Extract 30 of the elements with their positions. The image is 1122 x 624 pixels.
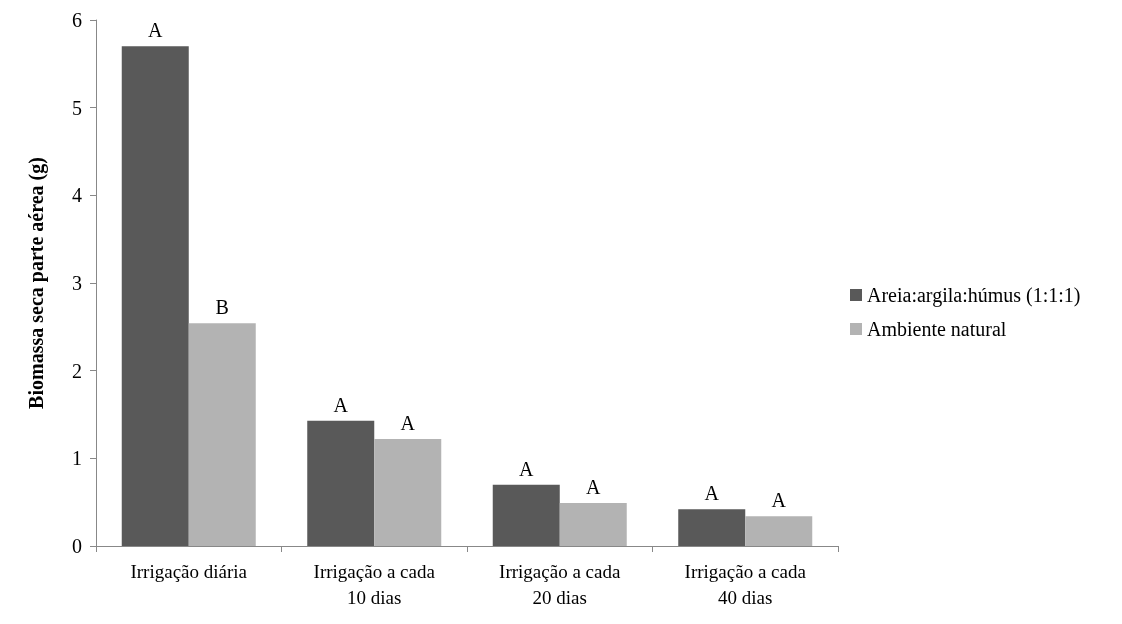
bar: [188, 323, 256, 546]
x-tick-label: Irrigação diária: [130, 560, 248, 582]
y-tick-label: 1: [72, 447, 82, 470]
bar: [307, 420, 375, 546]
bar: [745, 516, 813, 546]
data-label: A: [519, 457, 535, 480]
y-axis-title: Biomassa seca parte aérea (g): [25, 157, 48, 409]
y-tick-label: 3: [72, 272, 82, 294]
y-tick-label: 4: [72, 184, 82, 207]
bar: [121, 46, 189, 546]
bar: [559, 503, 627, 546]
data-label: B: [215, 296, 229, 319]
x-tick-label: Irrigação a cada 40 dias: [684, 560, 807, 608]
y-tick-label: 5: [72, 96, 82, 119]
data-label: A: [771, 489, 787, 512]
data-label: A: [400, 412, 416, 435]
data-label: A: [148, 19, 164, 42]
legend-label: Areia:argila:húmus (1:1:1): [867, 284, 1081, 307]
data-label: A: [704, 482, 720, 505]
data-label: A: [586, 476, 602, 499]
bar: [678, 509, 746, 546]
bar: [492, 484, 560, 546]
x-tick-label: Irrigação a cada 20 dias: [499, 560, 621, 608]
y-tick-label: 2: [72, 359, 82, 382]
legend-label: Ambiente natural: [867, 318, 1007, 340]
y-tick-label: 0: [72, 535, 82, 557]
data-label: A: [333, 393, 349, 416]
y-tick-label: 6: [72, 9, 82, 31]
bar: [374, 439, 442, 546]
x-tick-label: Irrigação a cada 10 dias: [313, 560, 436, 608]
